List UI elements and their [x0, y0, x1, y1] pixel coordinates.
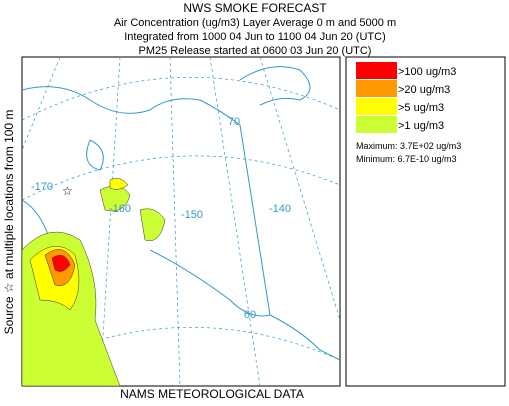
map-label: -160 [109, 203, 131, 215]
legend-label: >20 ug/m3 [398, 84, 450, 96]
legend-swatch [356, 98, 397, 115]
side-label: Source ☆ at multiple locations from 100 … [2, 110, 16, 335]
subtitle: Integrated from 1000 04 Jun to 1100 04 J… [124, 31, 386, 43]
subtitle: PM25 Release started at 0600 03 Jun 20 (… [139, 45, 372, 57]
subtitle: Air Concentration (ug/m3) Layer Average … [114, 17, 396, 29]
map-label: -170 [31, 181, 53, 193]
legend-swatch [356, 80, 397, 97]
legend-label: >5 ug/m3 [398, 102, 444, 114]
legend-swatch [356, 62, 397, 79]
map-label: 60 [244, 309, 256, 321]
map-label: -140 [269, 203, 291, 215]
legend-label: >100 ug/m3 [398, 66, 456, 78]
maximum: Maximum: 3.7E+02 ug/m3 [356, 141, 461, 151]
map-label: 70 [228, 116, 240, 128]
map-label: -150 [181, 209, 203, 221]
minimum: Minimum: 6.7E-10 ug/m3 [356, 154, 457, 164]
legend-label: >1 ug/m3 [398, 120, 444, 132]
legend-swatch [356, 116, 397, 133]
title: NWS SMOKE FORECAST [183, 1, 327, 15]
source-star: ☆ [62, 184, 73, 198]
footer: NAMS METEOROLOGICAL DATA [120, 387, 304, 401]
